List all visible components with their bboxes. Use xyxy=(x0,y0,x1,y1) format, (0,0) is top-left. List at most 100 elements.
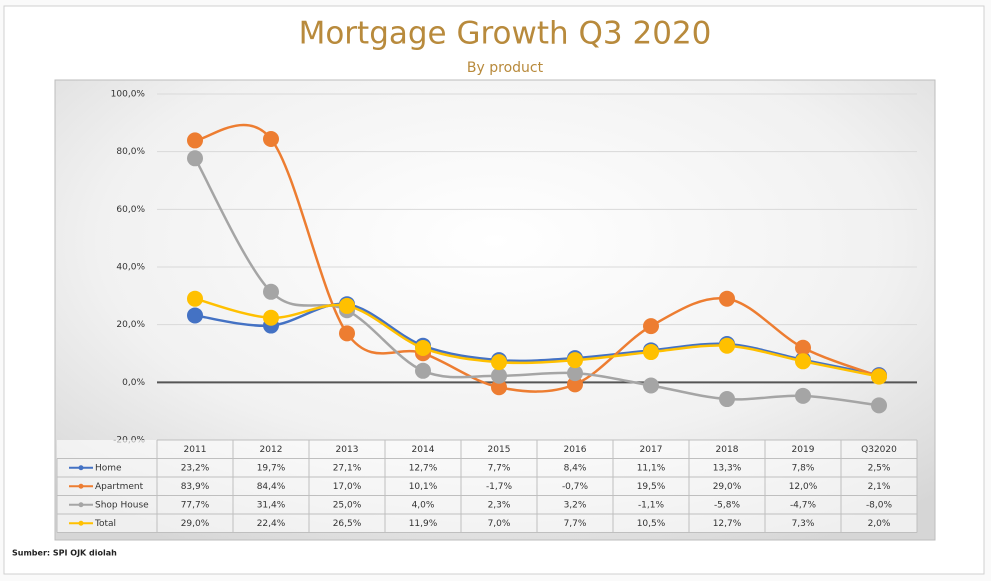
data-table-bg xyxy=(57,440,917,533)
point-marker xyxy=(719,290,735,307)
table-cell: 7,8% xyxy=(792,463,815,473)
point-marker xyxy=(795,387,811,404)
table-cell: 83,9% xyxy=(181,482,210,492)
table-cell: 84,4% xyxy=(257,482,286,492)
table-cell: -0,7% xyxy=(562,482,589,492)
table-cell: 12,0% xyxy=(789,482,818,492)
series-line xyxy=(194,302,880,377)
table-cell: 2,0% xyxy=(868,519,891,529)
table-cell: -8,0% xyxy=(866,500,893,510)
legend-swatch xyxy=(78,483,84,489)
table-cell: 13,3% xyxy=(713,463,742,473)
table-cell: 3,2% xyxy=(564,500,587,510)
table-cell: 11,1% xyxy=(637,463,666,473)
table-cell: 27,1% xyxy=(333,463,362,473)
chart-subtitle: By product xyxy=(467,60,544,76)
point-marker xyxy=(187,150,203,167)
point-marker xyxy=(871,368,887,385)
x-tick-label: 2013 xyxy=(336,445,359,455)
table-cell: 29,0% xyxy=(713,482,742,492)
point-marker xyxy=(491,379,507,396)
point-marker xyxy=(643,377,659,394)
table-cell: 2,1% xyxy=(868,482,891,492)
table-cell: 12,7% xyxy=(409,463,438,473)
point-marker xyxy=(643,344,659,361)
table-cell: 29,0% xyxy=(181,519,210,529)
table-cell: 4,0% xyxy=(412,500,435,510)
legend-label: Home xyxy=(95,463,122,473)
point-marker xyxy=(567,365,583,382)
table-cell: 26,5% xyxy=(333,519,362,529)
point-marker xyxy=(187,132,203,149)
table-cell: 23,2% xyxy=(181,463,210,473)
x-tick-label: 2014 xyxy=(412,445,435,455)
y-tick-label: 80,0% xyxy=(116,147,145,157)
table-cell: 19,7% xyxy=(257,463,286,473)
legend-swatch xyxy=(78,520,84,526)
point-marker xyxy=(263,130,279,147)
table-cell: 12,7% xyxy=(713,519,742,529)
table-cell: 7,7% xyxy=(564,519,587,529)
table-cell: 10,1% xyxy=(409,482,438,492)
point-marker xyxy=(339,325,355,342)
table-cell: 2,5% xyxy=(868,463,891,473)
legend-label: Shop House xyxy=(95,500,149,510)
table-cell: 2,3% xyxy=(488,500,511,510)
x-tick-label: 2017 xyxy=(640,445,663,455)
legend-swatch xyxy=(78,465,84,471)
point-marker xyxy=(491,367,507,384)
point-marker xyxy=(491,354,507,371)
legend-label: Total xyxy=(94,519,116,529)
table-cell: 7,3% xyxy=(792,519,815,529)
point-marker xyxy=(263,283,279,300)
point-marker xyxy=(187,307,203,324)
x-tick-label: 2012 xyxy=(260,445,283,455)
table-cell: 25,0% xyxy=(333,500,362,510)
table-cell: 8,4% xyxy=(564,463,587,473)
point-marker xyxy=(263,309,279,326)
table-cell: 7,7% xyxy=(488,463,511,473)
table-cell: 77,7% xyxy=(181,500,210,510)
point-marker xyxy=(187,290,203,307)
point-marker xyxy=(415,362,431,379)
table-cell: 7,0% xyxy=(488,519,511,529)
point-marker xyxy=(339,297,355,314)
table-cell: -1,7% xyxy=(486,482,513,492)
point-marker xyxy=(719,391,735,408)
table-cell: 17,0% xyxy=(333,482,362,492)
point-marker xyxy=(795,353,811,370)
table-cell: 11,9% xyxy=(409,519,438,529)
series-line xyxy=(194,297,880,378)
x-tick-label: 2016 xyxy=(564,445,587,455)
point-marker xyxy=(795,339,811,356)
table-cell: 31,4% xyxy=(257,500,286,510)
y-tick-label: 20,0% xyxy=(116,320,145,330)
point-marker xyxy=(643,318,659,335)
table-cell: -5,8% xyxy=(714,500,741,510)
y-tick-label: 40,0% xyxy=(116,263,145,273)
x-tick-label: 2011 xyxy=(184,445,207,455)
y-tick-label: 0,0% xyxy=(122,378,145,388)
point-marker xyxy=(567,352,583,369)
y-tick-label: 100,0% xyxy=(111,90,146,100)
point-marker xyxy=(871,397,887,414)
table-cell: 10,5% xyxy=(637,519,666,529)
table-cell: 19,5% xyxy=(637,482,666,492)
legend-label: Apartment xyxy=(95,482,144,492)
table-cell: -1,1% xyxy=(638,500,665,510)
legend-swatch xyxy=(78,502,84,508)
point-marker xyxy=(567,376,583,393)
source-note: Sumber: SPI OJK diolah xyxy=(12,549,117,558)
series-line xyxy=(193,157,880,407)
x-tick-label: 2015 xyxy=(488,445,511,455)
point-marker xyxy=(415,340,431,357)
table-cell: -4,7% xyxy=(790,500,817,510)
point-marker xyxy=(719,337,735,354)
y-tick-label: 60,0% xyxy=(116,205,145,215)
x-tick-label: 2018 xyxy=(716,445,739,455)
series-line xyxy=(194,123,880,393)
x-tick-label: 2019 xyxy=(792,445,815,455)
table-cell: 22,4% xyxy=(257,519,286,529)
x-tick-label: Q32020 xyxy=(861,445,897,455)
